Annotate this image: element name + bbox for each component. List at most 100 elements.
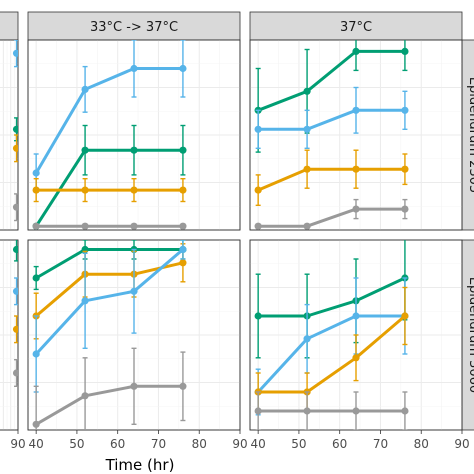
panels-layer: 33°C -> 37°C 37°C Epidendrum 2305 Epidendru… (0, 11, 474, 451)
data-point (130, 186, 138, 194)
series-orange (12, 315, 18, 344)
data-point (254, 312, 262, 320)
series-sky (32, 40, 187, 193)
series-orange (254, 149, 409, 207)
data-point (254, 222, 262, 230)
series-gray (254, 391, 409, 430)
series-gray (12, 193, 18, 222)
series-line (35, 384, 183, 426)
data-point (179, 64, 187, 73)
x-tick-label: 60 (332, 437, 347, 451)
data-point (179, 245, 187, 254)
data-point (130, 146, 138, 154)
data-point (352, 165, 360, 173)
data-point (81, 297, 89, 305)
series-orange (12, 134, 18, 163)
panel-series-1-0 (12, 240, 18, 387)
panel-series-1-1 (32, 240, 187, 430)
data-point (401, 47, 409, 56)
data-point (401, 407, 409, 415)
data-point (352, 354, 360, 362)
column-strip-label-2: 37°C (340, 20, 372, 35)
data-point (352, 47, 360, 56)
data-point (401, 165, 409, 173)
data-point (130, 222, 138, 230)
x-tick-label: 80 (414, 437, 429, 451)
series-line (34, 67, 183, 174)
panel-border (0, 239, 19, 431)
series-line (34, 148, 183, 228)
data-point (303, 222, 311, 230)
series-line (35, 248, 184, 356)
series-gray (12, 359, 18, 387)
column-strip-1 (27, 11, 241, 41)
series-line (258, 108, 405, 131)
data-point (12, 325, 18, 333)
x-tick-label: 60 (110, 437, 125, 451)
data-point (352, 312, 360, 320)
data-point (130, 382, 138, 390)
x-tick-label: 90 (10, 437, 25, 451)
series-line (35, 248, 183, 280)
series-teal (32, 124, 187, 230)
data-point (81, 222, 89, 230)
data-point (32, 274, 40, 282)
data-point (303, 335, 311, 343)
data-point (303, 165, 311, 173)
series-line (258, 314, 406, 394)
data-point (130, 287, 138, 295)
data-point (179, 382, 187, 390)
data-point (32, 420, 40, 428)
x-tick-label: 40 (251, 437, 266, 451)
series-sky (12, 277, 18, 306)
panel-1-0 (0, 239, 19, 431)
data-point (12, 144, 18, 152)
x-tick-label: 50 (291, 437, 306, 451)
column-strip-2 (249, 11, 463, 41)
data-point (179, 186, 187, 194)
data-point (12, 203, 18, 211)
series-line (258, 276, 406, 318)
column-strip-label-1: 33°C -> 37°C (90, 20, 178, 35)
x-tick-label: 80 (192, 437, 207, 451)
row-strip-label-0: Epidendrum 2305 (466, 77, 474, 193)
data-point (12, 369, 18, 377)
x-axis-title: Time (hr) (105, 456, 175, 474)
data-point (12, 245, 18, 254)
data-point (254, 186, 262, 194)
row-strip-label-1: Epidendrum 3060 (466, 277, 474, 393)
data-point (401, 106, 409, 114)
series-line (258, 207, 405, 228)
series-orange (32, 177, 187, 203)
data-point (12, 125, 18, 133)
data-point (254, 125, 262, 133)
data-point (303, 87, 311, 95)
panel-0-2 (249, 39, 463, 231)
data-point (352, 106, 360, 114)
data-point (401, 312, 409, 320)
panel-series-0-1 (32, 40, 187, 230)
data-point (81, 146, 89, 154)
series-gray (32, 222, 187, 230)
data-point (401, 205, 409, 213)
panel-series-0-2 (254, 40, 409, 230)
data-point (81, 85, 89, 93)
series-sky (12, 40, 18, 68)
data-point (179, 259, 187, 267)
series-teal (12, 240, 18, 262)
series-line (257, 167, 405, 192)
data-point (81, 186, 89, 194)
data-point (254, 407, 262, 415)
series-gray (32, 347, 187, 430)
panel-series-0-0 (12, 40, 18, 222)
panel-series-1-2 (254, 240, 409, 430)
series-sky (254, 86, 409, 150)
data-point (179, 222, 187, 230)
data-point (81, 392, 89, 400)
data-point (12, 49, 18, 57)
data-point (12, 287, 18, 295)
data-point (352, 407, 360, 415)
column-strip-0 (0, 11, 19, 41)
x-tick-label: 50 (69, 437, 84, 451)
